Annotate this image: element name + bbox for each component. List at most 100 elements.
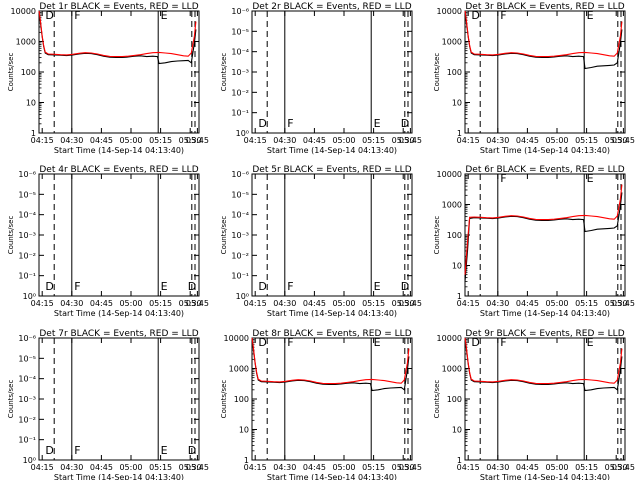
x-tick-label: 05:15 — [575, 463, 598, 472]
flag-label: D — [258, 117, 266, 130]
y-tick-label: 10⁻³ — [18, 231, 36, 240]
x-tick-label: 05:00 — [332, 136, 355, 145]
flag-label: E — [587, 172, 594, 185]
x-tick-label: 05:30 — [605, 463, 628, 472]
x-tick-label: 05:00 — [332, 299, 355, 308]
y-tick-label: 1000 — [229, 365, 249, 374]
flag-label: E — [374, 336, 381, 349]
flag-label: E — [374, 117, 381, 130]
x-tick-label: 04:45 — [303, 463, 326, 472]
flag-label: F — [74, 280, 80, 293]
flag-label: F — [287, 336, 293, 349]
x-tick-label: 04:30 — [60, 463, 83, 472]
y-tick-label: 10⁻⁵ — [231, 27, 249, 36]
chart-title: Det 3r BLACK = Events, RED = LLD — [465, 2, 624, 12]
x-tick-label: 04:45 — [516, 136, 539, 145]
x-tick-label: 05:00 — [545, 299, 568, 308]
chart-title: Det 7r BLACK = Events, RED = LLD — [39, 329, 198, 339]
x-tick-label: 05:00 — [545, 463, 568, 472]
y-tick-label: 10⁻⁶ — [18, 334, 36, 343]
x-tick-label: 05:30 — [179, 136, 202, 145]
y-tick-label: 10⁰ — [23, 292, 36, 301]
y-tick-label: 10⁻² — [231, 251, 249, 260]
plot-frame — [251, 173, 413, 297]
y-tick-label: 10 — [452, 262, 462, 271]
x-axis-label: Start Time (14-Sep-14 04:13:40) — [267, 146, 397, 155]
flag-label: D — [401, 280, 409, 293]
x-tick-label: 04:30 — [60, 136, 83, 145]
y-axis-label: Counts/sec — [433, 53, 441, 92]
y-tick-label: 10⁻² — [18, 251, 36, 260]
x-tick-label: 04:45 — [90, 299, 113, 308]
y-tick-label: 10⁻⁶ — [231, 170, 249, 179]
x-tick-label: 04:15 — [244, 136, 267, 145]
chart-panel-6: Det 6r BLACK = Events, RED = LLD 1 10 100 10… — [433, 165, 635, 318]
flag-label: E — [587, 9, 594, 22]
y-tick-label: 10⁻⁵ — [18, 354, 36, 363]
x-tick-label: 05:00 — [332, 463, 355, 472]
y-tick-label: 100 — [21, 68, 36, 77]
x-tick-label: 05:45 — [186, 463, 209, 472]
series-line-events — [251, 337, 410, 392]
y-tick-label: 1 — [457, 129, 462, 138]
x-tick-label: 05:15 — [575, 136, 598, 145]
x-tick-label: 05:15 — [149, 463, 172, 472]
plot-frame — [38, 173, 200, 297]
flag-label: D — [258, 336, 266, 349]
x-tick-label: 05:45 — [612, 136, 635, 145]
y-tick-label: 1000 — [442, 365, 462, 374]
x-tick-label: 04:45 — [303, 299, 326, 308]
y-tick-label: 100 — [234, 395, 249, 404]
x-axis-label: Start Time (14-Sep-14 04:13:40) — [480, 309, 610, 318]
x-tick-label: 04:45 — [303, 136, 326, 145]
x-tick-label: 04:30 — [273, 136, 296, 145]
flag-label: F — [500, 172, 506, 185]
flag-label: F — [74, 9, 80, 22]
y-tick-label: 10000 — [224, 334, 249, 343]
y-tick-label: 10⁰ — [236, 129, 249, 138]
y-tick-label: 10⁻⁵ — [18, 190, 36, 199]
x-tick-label: 04:45 — [516, 299, 539, 308]
flag-label: D — [188, 280, 196, 293]
x-tick-label: 05:30 — [605, 136, 628, 145]
y-tick-label: 100 — [447, 395, 462, 404]
x-axis-label: Start Time (14-Sep-14 04:13:40) — [267, 309, 397, 318]
y-tick-label: 10000 — [437, 170, 462, 179]
x-tick-label: 05:00 — [119, 299, 142, 308]
flag-label: D — [45, 444, 53, 457]
y-tick-label: 10 — [452, 99, 462, 108]
series-line-events — [464, 337, 623, 392]
x-tick-label: 05:15 — [149, 136, 172, 145]
x-tick-label: 05:30 — [605, 299, 628, 308]
x-tick-label: 04:15 — [244, 299, 267, 308]
x-tick-label: 04:15 — [457, 463, 480, 472]
x-tick-label: 05:45 — [399, 463, 422, 472]
y-tick-label: 10⁻² — [231, 88, 249, 97]
flag-label: F — [287, 117, 293, 130]
x-tick-label: 05:30 — [392, 299, 415, 308]
flag-label: E — [161, 9, 168, 22]
x-tick-label: 05:15 — [362, 463, 385, 472]
x-tick-label: 04:15 — [244, 463, 267, 472]
y-tick-label: 100 — [447, 68, 462, 77]
x-tick-label: 04:15 — [31, 463, 54, 472]
x-tick-label: 04:30 — [486, 136, 509, 145]
chart-title: Det 4r BLACK = Events, RED = LLD — [39, 165, 198, 175]
y-tick-label: 10⁻¹ — [18, 436, 36, 445]
x-tick-label: 05:15 — [362, 136, 385, 145]
y-tick-label: 10 — [239, 426, 249, 435]
chart-title: Det 5r BLACK = Events, RED = LLD — [252, 165, 411, 175]
y-tick-label: 10⁻¹ — [231, 109, 249, 118]
y-tick-label: 1 — [31, 129, 36, 138]
x-tick-label: 05:30 — [179, 299, 202, 308]
y-tick-label: 10000 — [437, 7, 462, 16]
flag-label: D — [188, 444, 196, 457]
series-line-events — [38, 10, 197, 65]
flag-label: F — [500, 336, 506, 349]
y-tick-label: 10⁻¹ — [18, 272, 36, 281]
series-line-lld — [38, 10, 197, 58]
chart-title: Det 1r BLACK = Events, RED = LLD — [39, 2, 198, 12]
flag-label: E — [587, 336, 594, 349]
plot-frame — [464, 337, 626, 461]
